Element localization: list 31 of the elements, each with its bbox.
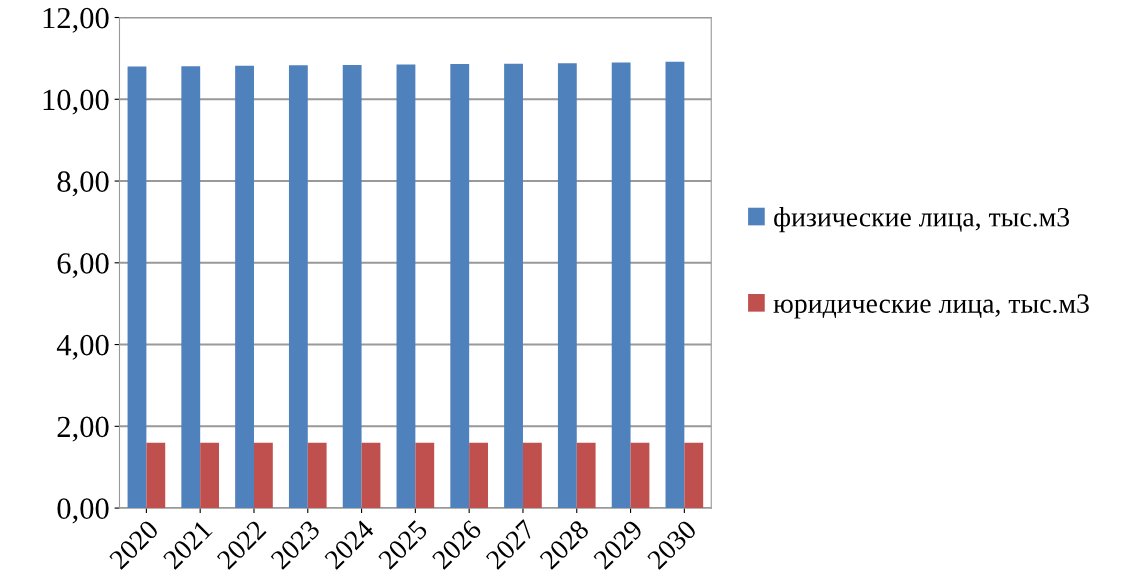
- bar: [200, 442, 220, 509]
- bar: [504, 63, 523, 509]
- bar: [684, 442, 704, 509]
- bar: [307, 442, 327, 509]
- bar: [630, 442, 650, 509]
- bar: [361, 442, 381, 509]
- y-tick-label: 8,00: [57, 171, 109, 197]
- y-tick-label: 12,00: [43, 7, 109, 33]
- bar: [181, 66, 201, 509]
- bar: [235, 65, 254, 509]
- y-tick-label: 0,00: [57, 498, 109, 524]
- bar: [469, 442, 488, 509]
- bar: [611, 62, 631, 509]
- y-tick-label: 10,00: [43, 89, 109, 115]
- bar: [450, 64, 470, 509]
- bar: [396, 64, 416, 509]
- legend-label: юридические лица, тыс.м3: [773, 294, 1089, 319]
- bar: [415, 442, 435, 509]
- bar: [522, 442, 542, 509]
- bar: [253, 442, 273, 509]
- y-tick-label: 2,00: [57, 416, 109, 442]
- bar: [146, 442, 166, 509]
- bar: [665, 61, 685, 509]
- legend-label: физические лица, тыс.м3: [774, 207, 1070, 233]
- y-tick-label: 4,00: [56, 334, 109, 360]
- bar: [127, 66, 147, 509]
- y-tick-label: 6,00: [57, 253, 109, 279]
- bar: [576, 442, 596, 509]
- bar: [288, 65, 308, 509]
- bar: [557, 63, 577, 509]
- bar: [342, 64, 362, 509]
